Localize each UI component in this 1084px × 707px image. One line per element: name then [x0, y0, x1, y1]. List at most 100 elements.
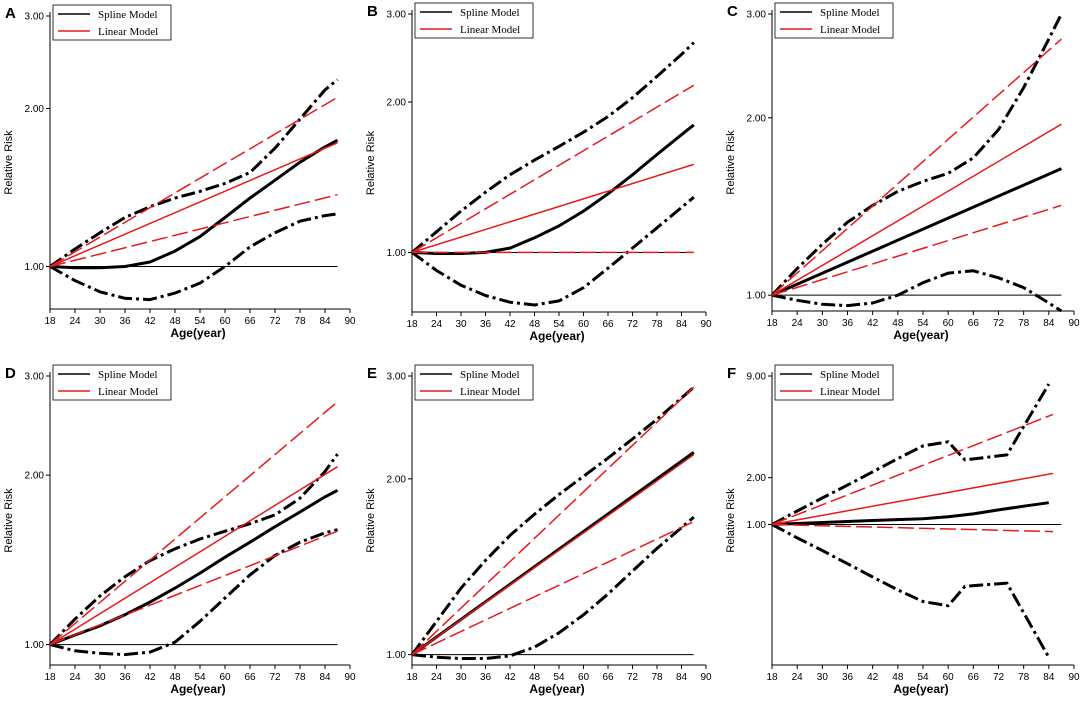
x-tick-label: 78 — [651, 672, 663, 683]
x-tick-label: 60 — [578, 672, 590, 683]
x-tick-label: 36 — [119, 316, 131, 327]
x-tick-label: 48 — [169, 672, 181, 683]
x-tick-label: 42 — [144, 672, 156, 683]
x-tick-label: 18 — [766, 318, 778, 329]
x-tick-label: 66 — [968, 672, 980, 683]
x-tick-label: 60 — [578, 319, 590, 330]
x-tick-label: 78 — [294, 316, 306, 327]
series-linear-model — [411, 163, 695, 254]
series-spline-model-upper-ci — [770, 13, 1063, 297]
y-tick-label: 3.00 — [747, 10, 767, 21]
series-spline-model-lower-ci — [411, 196, 695, 307]
series-linear-model-lower-ci — [771, 204, 1062, 296]
series-spline-model-lower-ci — [49, 528, 338, 657]
x-tick-label: 18 — [766, 672, 778, 683]
series-linear-model-lower-ci — [771, 523, 1054, 533]
x-tick-label: 78 — [1018, 318, 1030, 329]
x-tick-label: 42 — [867, 318, 879, 329]
x-tick-label: 72 — [993, 318, 1005, 329]
y-tick-label: 2.00 — [747, 113, 767, 124]
panel-b: B 18 24 30 36 42 48 54 60 66 72 78 84 90 1.00 2.00 3.00 A… — [365, 2, 712, 343]
series-linear-model — [411, 454, 695, 656]
legend-box — [52, 364, 172, 401]
x-tick-label: 30 — [817, 672, 829, 683]
y-tick-label: 1.00 — [387, 248, 407, 259]
y-tick-label: 3.00 — [387, 10, 407, 21]
x-tick-label: 18 — [44, 672, 56, 683]
x-tick-label: 90 — [700, 672, 712, 683]
series-linear-model-upper-ci — [771, 413, 1054, 526]
legend: Spline Model Linear Model — [52, 4, 172, 41]
x-tick-label: 48 — [529, 672, 541, 683]
series-spline-model-upper-ci — [48, 453, 339, 646]
y-tick-label: 2.00 — [747, 473, 767, 484]
series-spline-model — [411, 123, 695, 255]
legend: Spline Model Linear Model — [414, 364, 534, 401]
legend-label: Spline Model — [820, 7, 880, 19]
x-axis-title: Age(year) — [170, 682, 225, 696]
legend-box — [774, 364, 894, 401]
x-tick-label: 36 — [119, 672, 131, 683]
legend-label: Spline Model — [98, 9, 158, 21]
legend: Spline Model Linear Model — [414, 2, 534, 39]
legend: Spline Model Linear Model — [52, 364, 172, 401]
x-tick-label: 30 — [94, 672, 106, 683]
x-tick-label: 30 — [94, 316, 106, 327]
x-tick-label: 72 — [627, 672, 639, 683]
series-linear-model-upper-ci — [49, 96, 338, 268]
x-tick-label: 78 — [294, 672, 306, 683]
series-spline-model-upper-ci — [49, 78, 339, 268]
x-tick-label: 90 — [1068, 672, 1080, 683]
x-tick-label: 60 — [943, 318, 955, 329]
panel-d: D 18 24 30 36 42 48 54 60 66 72 78 84 90 1.00 2.00 3.00 A… — [3, 364, 356, 696]
series-linear-model-lower-ci — [49, 530, 338, 646]
panel-c: C 18 24 30 36 42 48 54 60 66 72 78 84 90 1.00 2.00 3.00 A… — [725, 2, 1080, 342]
series-spline-model — [49, 488, 339, 647]
x-tick-label: 66 — [244, 316, 256, 327]
x-tick-label: 36 — [480, 319, 492, 330]
x-tick-label: 72 — [269, 672, 281, 683]
x-tick-label: 78 — [651, 319, 663, 330]
y-tick-label: 1.00 — [747, 291, 767, 302]
y-tick-label: 2.00 — [25, 104, 45, 115]
x-tick-label: 42 — [867, 672, 879, 683]
series-linear-model — [771, 472, 1054, 526]
x-tick-label: 72 — [627, 319, 639, 330]
legend-label: Spline Model — [460, 369, 520, 381]
x-tick-label: 90 — [1068, 318, 1080, 329]
x-tick-label: 84 — [676, 672, 688, 683]
series-spline-model — [771, 501, 1050, 526]
y-axis-title: Relative Risk — [365, 130, 377, 195]
x-tick-label: 54 — [194, 672, 206, 683]
series-linear-model — [49, 466, 338, 646]
legend-label: Linear Model — [460, 386, 520, 398]
panel-letter: C — [727, 3, 738, 20]
y-axis-title: Relative Risk — [3, 488, 15, 553]
x-axis-title: Age(year) — [529, 682, 584, 696]
series-linear-model — [771, 123, 1062, 296]
x-axis-title: Age(year) — [529, 329, 584, 343]
legend-label: Linear Model — [98, 26, 158, 38]
x-tick-label: 54 — [917, 672, 929, 683]
x-tick-label: 18 — [406, 672, 418, 683]
series-spline-model-lower-ci — [771, 523, 1051, 659]
panel-letter: F — [727, 365, 736, 382]
x-tick-label: 60 — [943, 672, 955, 683]
x-axis-title: Age(year) — [170, 326, 225, 340]
y-axis-title: Relative Risk — [725, 488, 737, 553]
x-tick-label: 66 — [602, 319, 614, 330]
panel-f: F 18 24 30 36 42 48 54 60 66 72 78 84 90 1.00 2.00 9.00 A… — [725, 364, 1080, 696]
x-tick-label: 48 — [529, 319, 541, 330]
x-tick-label: 90 — [344, 316, 356, 327]
series-spline-model — [771, 167, 1063, 297]
x-tick-label: 36 — [480, 672, 492, 683]
x-tick-label: 72 — [993, 672, 1005, 683]
series-linear-model-lower-ci — [49, 193, 338, 268]
legend: Spline Model Linear Model — [774, 2, 894, 39]
x-tick-label: 36 — [842, 672, 854, 683]
x-axis-title: Age(year) — [893, 682, 948, 696]
legend-label: Linear Model — [820, 386, 880, 398]
x-tick-label: 54 — [553, 319, 565, 330]
x-tick-label: 30 — [455, 319, 467, 330]
x-tick-label: 90 — [700, 319, 712, 330]
